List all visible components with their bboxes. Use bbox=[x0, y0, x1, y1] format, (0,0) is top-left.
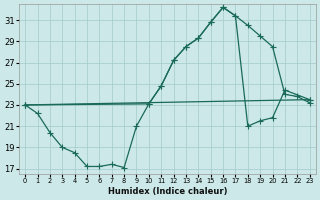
X-axis label: Humidex (Indice chaleur): Humidex (Indice chaleur) bbox=[108, 187, 227, 196]
